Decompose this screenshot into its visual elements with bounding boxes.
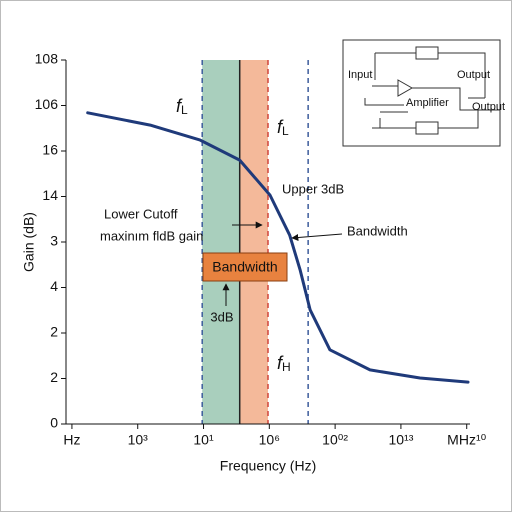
arrow: [291, 233, 343, 241]
y-tick-label: 3: [50, 233, 58, 249]
x-tick-label: 10¹: [193, 432, 214, 448]
x-axis-label: Frequency (Hz): [220, 458, 316, 474]
annotation: fL: [176, 96, 188, 117]
x-tick-label: MHz¹⁰: [447, 432, 486, 448]
inset-label: Output: [457, 69, 490, 81]
annotation: Upper 3dB: [282, 181, 344, 196]
y-tick-label: 4: [50, 278, 58, 294]
annotation: maxinım fldB gain: [100, 228, 203, 243]
inset: Input Output Amplifier Output: [342, 39, 505, 147]
y-tick-label: 16: [42, 142, 58, 158]
band: [239, 60, 268, 424]
inset-label: Output: [472, 101, 505, 113]
x-tick-label: 10³: [128, 432, 149, 448]
y-axis-label: Gain (dB): [21, 212, 37, 272]
annotation: Bandwidth: [347, 223, 408, 238]
curve: [86, 111, 470, 384]
annotation: fH: [277, 353, 291, 374]
x-tick-label: Hz: [63, 432, 80, 448]
annotation: Lower Cutoff: [104, 206, 178, 221]
y-tick-label: 0: [50, 415, 58, 431]
annotation: 3dB: [210, 309, 233, 324]
x-tick-label: 10⁶: [259, 432, 280, 448]
bandwidth-box: [202, 252, 288, 282]
inset-label: Amplifier: [406, 97, 449, 109]
y-tick-label: 2: [50, 324, 58, 340]
y-tick-label: 108: [35, 51, 59, 67]
x-tick-label: 10¹³: [388, 432, 413, 448]
annotation: fL: [277, 117, 289, 138]
y-tick-label: 14: [42, 187, 58, 203]
annotation: Bandwidth: [212, 259, 277, 275]
y-tick-label: 2: [50, 369, 58, 385]
x-tick-label: 10⁰²: [322, 432, 348, 448]
y-tick-label: 106: [35, 96, 59, 112]
inset-label: Input: [348, 69, 372, 81]
band: [202, 60, 240, 424]
